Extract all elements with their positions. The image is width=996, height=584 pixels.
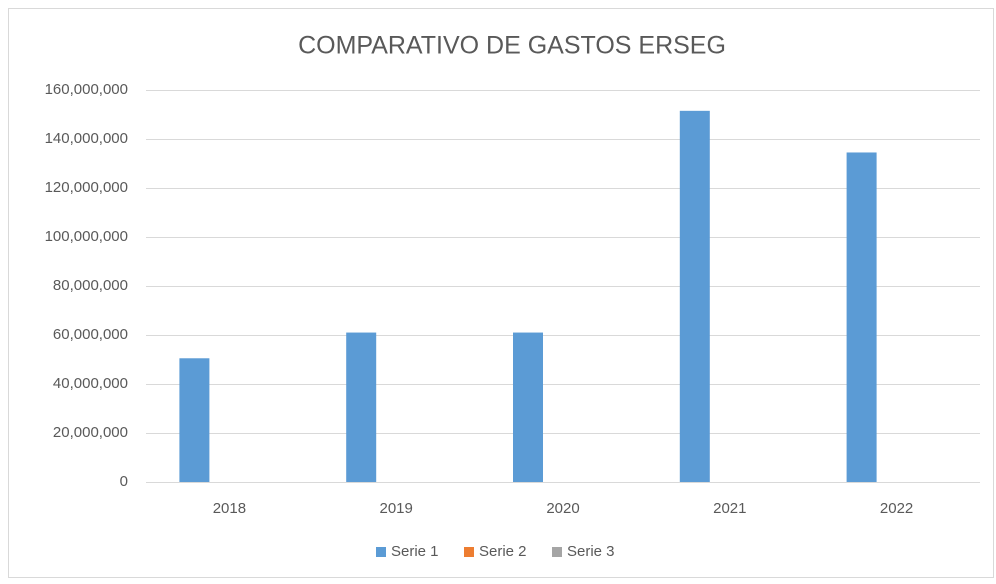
y-tick-label: 0	[120, 473, 128, 490]
y-tick-label: 20,000,000	[53, 424, 128, 441]
x-tick-label: 2021	[713, 500, 746, 517]
y-tick-label: 80,000,000	[53, 277, 128, 294]
y-tick-label: 40,000,000	[53, 375, 128, 392]
y-tick-label: 100,000,000	[45, 228, 128, 245]
bar	[679, 110, 710, 482]
x-tick-label: 2019	[380, 500, 413, 517]
chart-title: COMPARATIVO DE GASTOS ERSEG	[298, 32, 726, 60]
bar	[346, 332, 377, 482]
y-tick-label: 60,000,000	[53, 326, 128, 343]
legend-label: Serie 3	[567, 543, 615, 560]
bar	[179, 358, 210, 482]
bar	[513, 332, 543, 482]
x-tick-label: 2022	[880, 500, 913, 517]
legend-swatch	[376, 547, 386, 557]
bar	[846, 152, 877, 482]
y-tick-label: 160,000,000	[45, 81, 128, 98]
chart-frame	[8, 8, 994, 578]
legend-label: Serie 2	[479, 543, 527, 560]
x-tick-label: 2020	[546, 500, 579, 517]
y-tick-label: 140,000,000	[45, 130, 128, 147]
legend-swatch	[552, 547, 562, 557]
legend-label: Serie 1	[391, 543, 439, 560]
x-tick-label: 2018	[213, 500, 246, 517]
legend-swatch	[464, 547, 474, 557]
y-tick-label: 120,000,000	[45, 179, 128, 196]
